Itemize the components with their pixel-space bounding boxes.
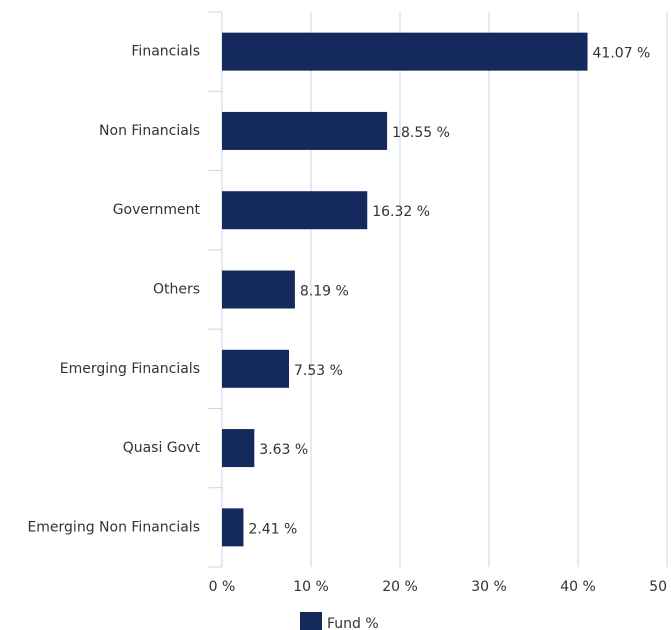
y-tick-label: Emerging Financials: [60, 361, 200, 377]
bar: [222, 111, 388, 150]
bar: [222, 508, 244, 547]
x-tick-label: 40 %: [560, 579, 596, 595]
bar: [222, 270, 295, 309]
y-tick-label: Government: [113, 202, 201, 218]
x-tick-label: 30 %: [471, 579, 507, 595]
x-tick-label: 50 %: [649, 579, 671, 595]
value-label: 41.07 %: [593, 46, 651, 62]
value-label: 18.55 %: [392, 125, 450, 141]
value-label: 2.41 %: [248, 521, 297, 537]
value-label: 16.32 %: [372, 204, 430, 220]
value-label: 8.19 %: [300, 284, 349, 300]
x-tick-label: 20 %: [382, 579, 418, 595]
value-label: 3.63 %: [259, 442, 308, 458]
y-tick-label: Financials: [131, 44, 200, 60]
bar: [222, 429, 255, 468]
legend-swatch: [300, 612, 322, 630]
value-label: 7.53 %: [294, 363, 343, 379]
y-tick-label: Non Financials: [99, 123, 200, 139]
y-tick-label: Quasi Govt: [123, 440, 201, 456]
x-tick-label: 10 %: [293, 579, 329, 595]
y-tick-label: Others: [153, 282, 200, 298]
legend-label: Fund %: [327, 616, 379, 630]
bar: [222, 32, 588, 71]
bar: [222, 349, 290, 388]
x-tick-label: 0 %: [209, 579, 236, 595]
y-tick-label: Emerging Non Financials: [27, 519, 200, 535]
bar: [222, 191, 368, 230]
